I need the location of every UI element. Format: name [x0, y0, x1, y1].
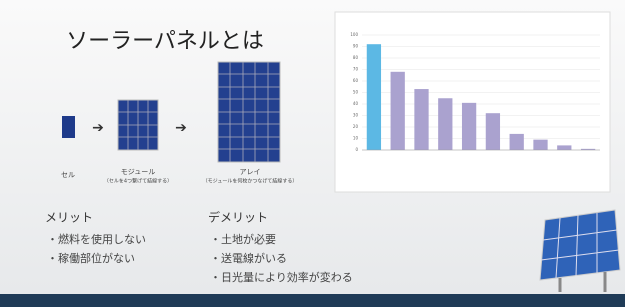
bar	[486, 113, 500, 150]
bar	[367, 44, 381, 150]
y-tick-label: 40	[353, 101, 359, 106]
y-tick-label: 80	[353, 55, 359, 60]
bar	[391, 72, 405, 150]
bar	[462, 103, 476, 150]
y-tick-label: 90	[353, 44, 359, 49]
y-tick-label: 50	[353, 90, 359, 95]
chart: 0 10 20 30 40 50 60 70 80 90 100	[0, 0, 625, 307]
y-tick-label: 100	[350, 32, 358, 37]
bar	[533, 140, 547, 150]
bar	[510, 134, 524, 150]
y-tick-label: 60	[353, 78, 359, 83]
bar	[438, 98, 452, 150]
y-tick-label: 0	[355, 147, 358, 152]
y-tick-label: 70	[353, 67, 359, 72]
y-tick-label: 10	[353, 136, 359, 141]
bar	[557, 145, 571, 150]
y-tick-label: 30	[353, 113, 359, 118]
slide: ソーラーパネルとは ➔ ➔ セル モジュール （セルを4つ繋げて結線する） アレ…	[0, 0, 625, 307]
bar	[414, 89, 428, 150]
y-tick-label: 20	[353, 124, 359, 129]
